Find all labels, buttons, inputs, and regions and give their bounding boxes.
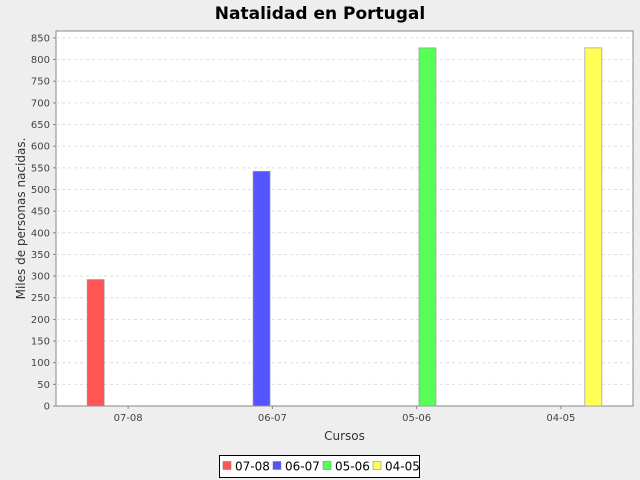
y-tick-label: 0 [44,402,50,413]
y-tick-label: 200 [31,315,50,326]
y-tick-label: 800 [31,55,50,66]
x-tick-label: 05-06 [402,413,431,424]
y-tick-label: 500 [31,185,50,196]
y-tick-label: 400 [31,228,50,239]
bar-04-05 [584,47,603,407]
y-tick-label: 650 [31,120,50,131]
legend-label: 06-07 [285,460,320,474]
legend: 07-08 06-07 05-06 04-05 [219,455,420,478]
y-tick-label: 850 [31,33,50,44]
x-tick-label: 07-08 [114,413,143,424]
y-tick-label: 750 [31,77,50,88]
y-axis: 0 50 100 150 200 250 300 350 400 450 500 550 600 650 7… [31,33,56,413]
y-tick-label: 700 [31,98,50,109]
x-tick-label: 06-07 [258,413,287,424]
legend-swatch-04-05 [372,461,382,470]
x-axis: 07-08 06-07 05-06 04-05 [114,406,575,424]
legend-label: 07-08 [235,460,270,474]
plot-area [55,30,634,407]
x-axis-label: Cursos [324,429,365,443]
bar-05-06 [418,47,437,407]
y-tick-label: 600 [31,142,50,153]
x-tick-label: 04-05 [546,413,575,424]
y-tick-label: 100 [31,358,50,369]
bar-06-07 [252,170,271,407]
legend-label: 05-06 [335,460,370,474]
y-axis-label: Miles de personas nacidas. [14,138,28,300]
legend-box [219,455,420,478]
bars [86,47,603,407]
y-tick-label: 550 [31,163,50,174]
legend-swatch-06-07 [272,461,282,470]
legend-swatch-05-06 [322,461,332,470]
chart-title: Natalidad en Portugal [215,4,425,24]
grid-lines [56,37,633,385]
y-tick-label: 450 [31,207,50,218]
y-tick-label: 150 [31,337,50,348]
bar-07-08 [86,279,105,407]
y-tick-label: 300 [31,272,50,283]
y-tick-label: 50 [37,380,50,391]
y-tick-label: 250 [31,293,50,304]
y-tick-label: 350 [31,250,50,261]
legend-label: 04-05 [385,460,420,474]
legend-swatch-07-08 [222,461,232,470]
